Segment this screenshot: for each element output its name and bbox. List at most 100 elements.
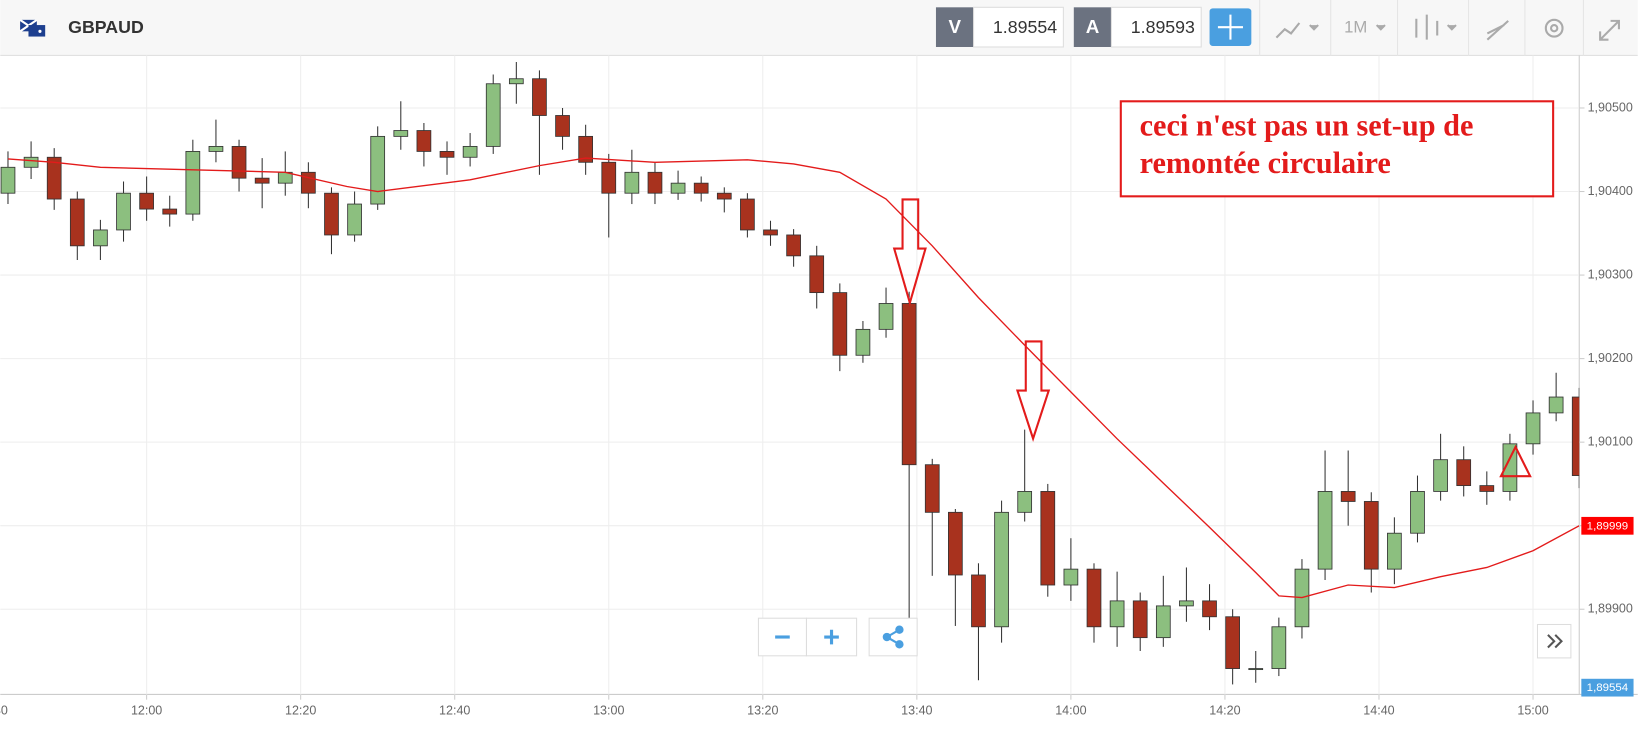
candle-body bbox=[139, 192, 154, 210]
toolbar-separators bbox=[1259, 0, 1584, 56]
candle-body bbox=[647, 171, 663, 194]
candle-body bbox=[439, 151, 455, 158]
candle-body bbox=[1525, 412, 1541, 445]
candle-body bbox=[532, 78, 547, 116]
bid-box[interactable] bbox=[973, 6, 1064, 48]
header-bar bbox=[0, 0, 1638, 56]
x-tick-label: 14:40 bbox=[1363, 703, 1394, 717]
x-tick-label: 13:40 bbox=[901, 703, 932, 717]
candle-body bbox=[231, 145, 247, 179]
candle-body bbox=[301, 171, 316, 194]
candle-body bbox=[1063, 568, 1079, 586]
candle-body bbox=[855, 328, 871, 356]
zoom-controls bbox=[757, 617, 1572, 659]
y-tick-label: 1,90100 bbox=[1588, 434, 1633, 448]
candle-body bbox=[948, 511, 963, 576]
x-tick-label: 15:00 bbox=[1517, 703, 1548, 717]
candle-body bbox=[1017, 491, 1033, 513]
x-tick-label: 14:00 bbox=[1055, 703, 1086, 717]
candle-body bbox=[324, 192, 339, 236]
ask-tag: A bbox=[1086, 16, 1100, 37]
bid-tag-box bbox=[935, 7, 974, 47]
candle-body bbox=[46, 156, 62, 200]
candle-body bbox=[116, 192, 131, 231]
candle-body bbox=[69, 198, 85, 247]
candle-body bbox=[0, 166, 16, 194]
annotation-box bbox=[1119, 100, 1555, 198]
candle-body bbox=[901, 303, 917, 466]
candle-body bbox=[1040, 491, 1056, 586]
candle-body bbox=[1571, 396, 1580, 476]
candle-body bbox=[878, 303, 894, 330]
x-tick-label: 14:20 bbox=[1209, 703, 1240, 717]
candle-body bbox=[393, 130, 409, 137]
candle-body bbox=[1548, 396, 1564, 414]
current-price-label: 1,89554 bbox=[1587, 682, 1629, 694]
candle-body bbox=[1479, 485, 1495, 492]
candle-body bbox=[994, 511, 1009, 628]
candle-body bbox=[370, 135, 386, 205]
candle-body bbox=[1317, 491, 1333, 570]
x-tick-label: 12:00 bbox=[131, 703, 162, 717]
share-icon bbox=[882, 625, 904, 649]
candle-body bbox=[1271, 626, 1287, 669]
candle-body bbox=[1387, 532, 1402, 570]
y-tick-label: 1,90200 bbox=[1588, 351, 1633, 365]
ask-price: 1.89593 bbox=[1131, 17, 1195, 37]
bid-tag: V bbox=[948, 16, 961, 37]
y-tick-label: 1,90400 bbox=[1588, 184, 1633, 198]
ask-box[interactable] bbox=[1110, 6, 1202, 48]
flag-icon bbox=[19, 18, 46, 37]
candle-body bbox=[1179, 600, 1194, 607]
candle-body bbox=[416, 130, 432, 152]
candle-body bbox=[1456, 459, 1472, 487]
x-tick-label: 12:40 bbox=[439, 703, 470, 717]
annotation-text: ceci n'est pas un set-up de bbox=[1140, 108, 1474, 142]
candle-body bbox=[670, 182, 686, 194]
annotation-arrow bbox=[1015, 340, 1051, 442]
candle-body bbox=[924, 464, 940, 513]
candle-body bbox=[1086, 568, 1102, 628]
share-button[interactable] bbox=[868, 617, 918, 657]
candle-body bbox=[462, 145, 478, 158]
candle-body bbox=[555, 115, 570, 137]
candle-body bbox=[347, 203, 362, 236]
x-tick-label: 12:20 bbox=[285, 703, 316, 717]
zoom-in-icon bbox=[824, 629, 839, 645]
candle-body bbox=[601, 161, 617, 194]
candle-body bbox=[693, 182, 709, 194]
average-price-tag bbox=[1581, 516, 1634, 535]
timeframe[interactable]: 1M bbox=[1344, 18, 1367, 37]
candle-body bbox=[716, 192, 732, 200]
candle-body bbox=[578, 135, 594, 163]
ask-tag-box bbox=[1073, 7, 1112, 47]
candle-body bbox=[1363, 501, 1379, 570]
candle-body bbox=[1248, 668, 1264, 671]
candle-body bbox=[1132, 600, 1148, 639]
toolbar-icons[interactable] bbox=[1275, 14, 1620, 41]
candle-body bbox=[763, 229, 778, 236]
candle-body bbox=[1155, 605, 1171, 639]
candle-body bbox=[485, 83, 501, 147]
crosshair-icon bbox=[1217, 14, 1243, 40]
candle-body bbox=[1340, 491, 1356, 502]
candle-body bbox=[624, 171, 640, 194]
candle-body bbox=[1109, 600, 1125, 628]
annotation-text: remontée circulaire bbox=[1140, 146, 1391, 180]
x-tick-label: 13:00 bbox=[593, 703, 624, 717]
x-tick-label: 13:20 bbox=[747, 703, 778, 717]
bid-price: 1.89554 bbox=[993, 17, 1057, 37]
symbol[interactable]: GBPAUD bbox=[68, 17, 144, 37]
y-tick-label: 1,90300 bbox=[1588, 267, 1633, 281]
x-tick-label: 11:40 bbox=[0, 703, 8, 717]
annotation-arrow bbox=[892, 198, 927, 307]
candle-body bbox=[809, 255, 825, 294]
candle-body bbox=[1202, 600, 1217, 618]
candle-body bbox=[208, 145, 224, 152]
candle-body bbox=[162, 208, 178, 215]
current-price-tag bbox=[1581, 678, 1634, 697]
candle-body bbox=[740, 198, 755, 231]
candle-body bbox=[1225, 616, 1240, 669]
